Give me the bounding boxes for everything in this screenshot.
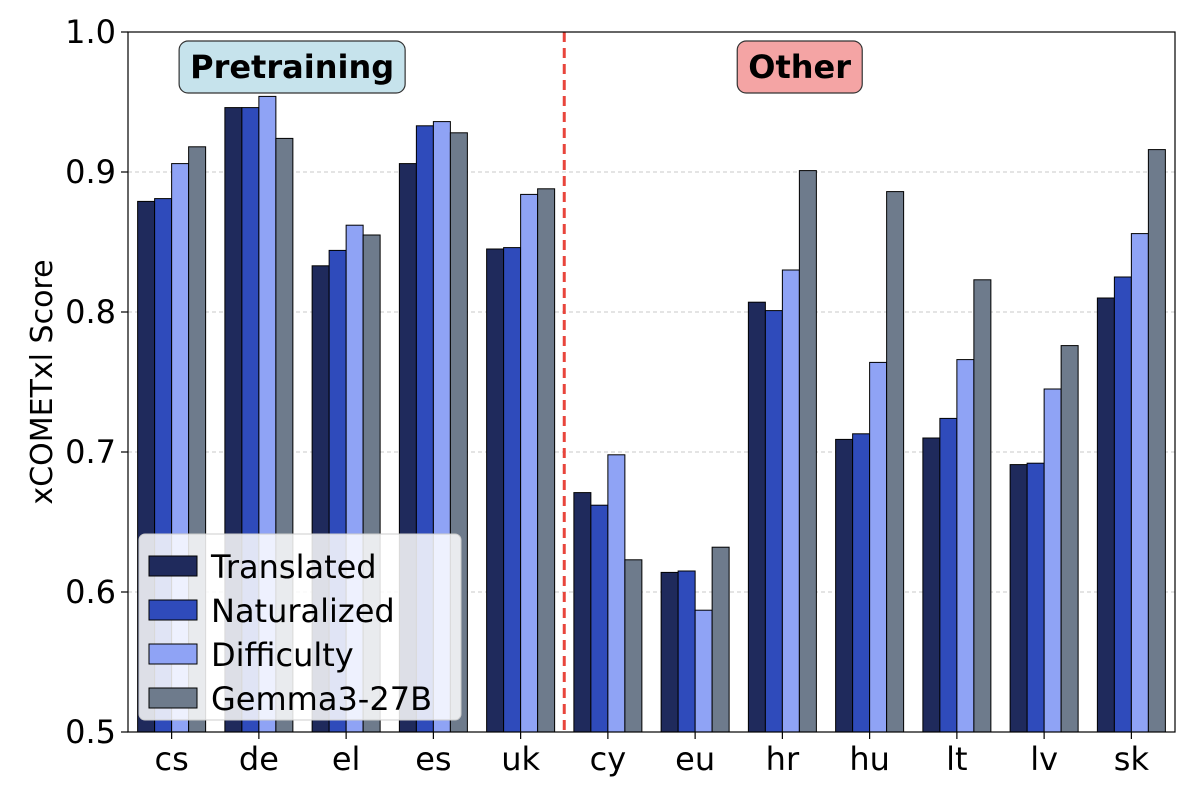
legend-label: Gemma3-27B: [211, 680, 432, 718]
y-tick-label: 0.6: [65, 573, 116, 611]
bar-translated-uk: [486, 248, 505, 733]
bar-naturalized-hr: [764, 310, 783, 733]
bar-difficulty-lv: [1043, 388, 1062, 733]
bar-difficulty-uk: [520, 193, 539, 733]
x-tick-label-uk: uk: [501, 740, 540, 778]
x-tick-label-lt: lt: [946, 740, 967, 778]
bar-naturalized-eu: [677, 570, 696, 733]
legend-swatch-difficulty: [148, 643, 198, 665]
bar-gemma3-27b-lt: [973, 279, 992, 733]
bar-difficulty-hr: [781, 269, 800, 733]
y-tick-label: 0.9: [65, 153, 116, 191]
bar-translated-hr: [747, 301, 766, 733]
bar-difficulty-sk: [1130, 233, 1149, 733]
bar-difficulty-cy: [607, 454, 626, 733]
legend-swatch-gemma3-27b: [148, 687, 198, 709]
legend: Translated Naturalized Difficulty Gemma3-27…: [138, 533, 462, 721]
legend-label: Naturalized: [211, 592, 395, 630]
bar-gemma3-27b-sk: [1147, 149, 1166, 733]
y-axis-label: xCOMETxl Score: [25, 259, 60, 504]
bar-translated-eu: [660, 571, 679, 733]
group-badge-pretraining: Pretraining: [178, 40, 406, 94]
y-tick-label: 0.7: [65, 433, 116, 471]
bar-gemma3-27b-lv: [1060, 345, 1079, 733]
x-tick-label-el: el: [332, 740, 361, 778]
group-badge-label: Pretraining: [190, 48, 394, 86]
legend-swatch-translated: [148, 555, 198, 577]
y-tick-label: 0.5: [65, 713, 116, 751]
y-tick-label: 1.0: [65, 13, 116, 51]
bar-gemma3-27b-eu: [711, 546, 730, 733]
bar-naturalized-hu: [852, 433, 871, 733]
bar-naturalized-lt: [939, 417, 958, 733]
bar-naturalized-lv: [1026, 462, 1045, 733]
x-tick-label-hu: hu: [849, 740, 890, 778]
legend-box: [138, 533, 462, 721]
bar-translated-sk: [1096, 297, 1115, 733]
x-tick-label-sk: sk: [1114, 740, 1150, 778]
group-badge-other: Other: [736, 40, 863, 94]
bar-difficulty-lt: [956, 359, 975, 733]
legend-label: Translated: [210, 548, 377, 586]
bar-gemma3-27b-hr: [798, 170, 817, 733]
bar-translated-lt: [922, 437, 941, 733]
bar-naturalized-sk: [1113, 276, 1132, 733]
x-tick-label-de: de: [239, 740, 279, 778]
bar-difficulty-eu: [694, 609, 713, 733]
x-tick-label-lv: lv: [1030, 740, 1058, 778]
bar-translated-hu: [835, 438, 854, 733]
bar-translated-lv: [1009, 464, 1028, 733]
legend-swatch-naturalized: [148, 599, 198, 621]
x-tick-label-hr: hr: [766, 740, 800, 778]
plot-frame: [127, 31, 1176, 733]
x-tick-label-es: es: [415, 740, 451, 778]
x-tick-label-eu: eu: [675, 740, 715, 778]
x-tick-label-cs: cs: [154, 740, 188, 778]
bar-naturalized-uk: [503, 247, 522, 733]
y-tick-label: 0.8: [65, 293, 116, 331]
group-badge-label: Other: [748, 48, 851, 86]
legend-label: Difficulty: [211, 636, 354, 674]
bar-naturalized-cy: [590, 504, 609, 733]
group-badge-box: [736, 40, 863, 94]
bar-gemma3-27b-cy: [624, 559, 643, 733]
bar-difficulty-hu: [869, 361, 888, 733]
bar-gemma3-27b-uk: [537, 188, 556, 733]
bar-gemma3-27b-hu: [886, 191, 905, 733]
x-tick-label-cy: cy: [590, 740, 627, 778]
group-badge-box: [178, 40, 406, 94]
bar-translated-cy: [573, 492, 592, 733]
